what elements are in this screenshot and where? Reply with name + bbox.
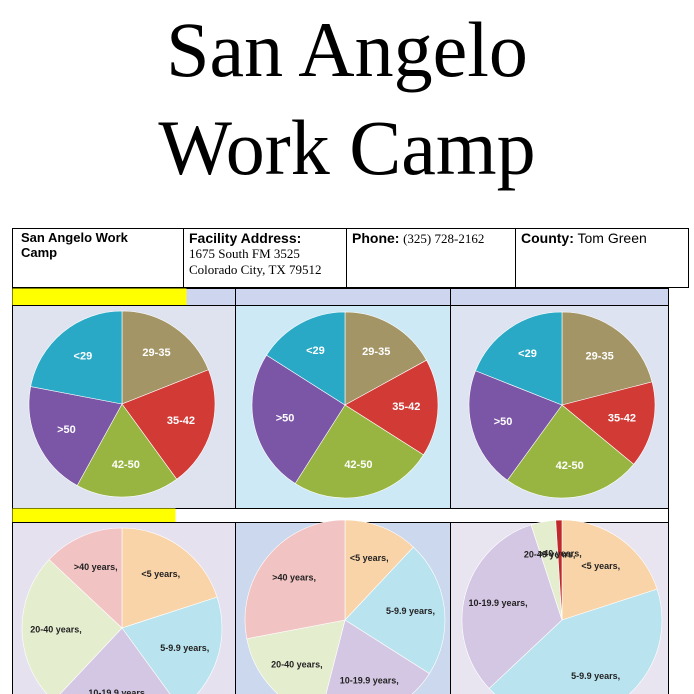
pie-slice xyxy=(21,559,123,694)
slice-label: <5 years, xyxy=(581,561,620,571)
slice-label: >40 years, xyxy=(74,562,118,572)
address: 1675 South FM 3525 xyxy=(189,246,300,261)
county: Tom Green xyxy=(577,230,647,246)
pie-slice xyxy=(561,381,656,465)
slice-label: >50 xyxy=(57,424,76,436)
address-cell: Facility Address: 1675 South FM 3525 Col… xyxy=(183,228,347,288)
slice-label: 20-40 years, xyxy=(30,624,82,634)
slice-label: >40 years, xyxy=(538,548,582,558)
pie-slice xyxy=(561,519,658,621)
pie-slice xyxy=(246,619,346,694)
slice-label: 5-9.9 years, xyxy=(386,606,435,616)
slice-label: 5-9.9 years, xyxy=(160,643,209,653)
pie-slice xyxy=(59,627,171,694)
slice-label: >50 xyxy=(276,412,295,424)
pie-slice xyxy=(468,370,563,481)
county-cell: County: Tom Green xyxy=(515,228,689,288)
phone-cell: Phone: (325) 728-2162 xyxy=(346,228,516,288)
pie-slice xyxy=(344,311,427,406)
slice-label: 35-42 xyxy=(167,415,195,427)
pie-slice xyxy=(344,546,446,674)
slice-label: 35-42 xyxy=(392,401,420,413)
name: San Angelo Work Camp xyxy=(21,230,128,260)
pie-slice xyxy=(488,588,663,694)
slice-label: >50 xyxy=(494,416,513,428)
pie-slice xyxy=(266,311,346,406)
slice-label: 29-35 xyxy=(362,346,390,358)
pie-slice xyxy=(461,524,563,689)
slice-label: 42-50 xyxy=(344,459,372,471)
slice-label: 29-35 xyxy=(586,350,614,362)
slice-label: 5-9.9 years, xyxy=(571,671,620,681)
slice-label: <29 xyxy=(306,345,325,357)
pie-slice xyxy=(48,527,123,629)
label: County: xyxy=(521,230,574,246)
address: Colorado City, TX 79512 xyxy=(189,262,322,277)
pie-slice xyxy=(475,311,563,406)
slice-label: 42-50 xyxy=(112,459,140,471)
pie-slice xyxy=(76,403,178,498)
highlight xyxy=(12,508,176,523)
pie-slice xyxy=(294,404,424,499)
pie-slice xyxy=(506,404,635,499)
pie-slice xyxy=(28,386,123,486)
pie-slice xyxy=(344,519,414,621)
label: Phone: xyxy=(352,230,400,246)
title-line: San Angelo xyxy=(166,6,528,93)
slice-label: >40 years, xyxy=(272,572,316,582)
phone: (325) 728-2162 xyxy=(403,231,485,246)
slice-label: <5 years, xyxy=(141,569,180,579)
slice-label: 10-19.9 years, xyxy=(88,688,147,694)
pie-slice xyxy=(121,310,209,405)
pie-slice xyxy=(30,310,123,405)
pie-slice xyxy=(121,596,223,694)
slice-label: <29 xyxy=(74,351,93,363)
slice-label: 35-42 xyxy=(608,412,636,424)
pie-slice xyxy=(121,527,218,629)
pie-slice xyxy=(344,359,439,456)
pie-slice xyxy=(244,519,346,640)
pie-slice xyxy=(325,619,430,694)
facility-name: San Angelo Work Camp xyxy=(12,228,184,288)
slice-label: 20-40 years, xyxy=(271,660,323,670)
slice-label: <29 xyxy=(518,348,537,360)
pie-slice xyxy=(121,369,216,480)
title-line: Work Camp xyxy=(158,104,536,191)
slice-label: 29-35 xyxy=(142,347,170,359)
slice-label: <5 years, xyxy=(350,553,389,563)
chart-grid: 29-35 35-42 42-50 >50 <29 29-35 35-42 42-50 >50 <… xyxy=(12,288,669,694)
pie-slice xyxy=(561,311,653,406)
facility-table: San Angelo Work Camp Facility Address: 1… xyxy=(12,228,689,288)
slice-label: 10-19.9 years, xyxy=(469,598,528,608)
slice-label: 42-50 xyxy=(556,460,584,472)
slice-label: 20-40 years, xyxy=(524,550,576,560)
pie-slice xyxy=(251,354,346,484)
pie-slice xyxy=(555,519,563,621)
slice-label: 10-19.9 years, xyxy=(340,676,399,686)
label: Facility Address: xyxy=(189,230,302,246)
highlight xyxy=(12,288,187,306)
